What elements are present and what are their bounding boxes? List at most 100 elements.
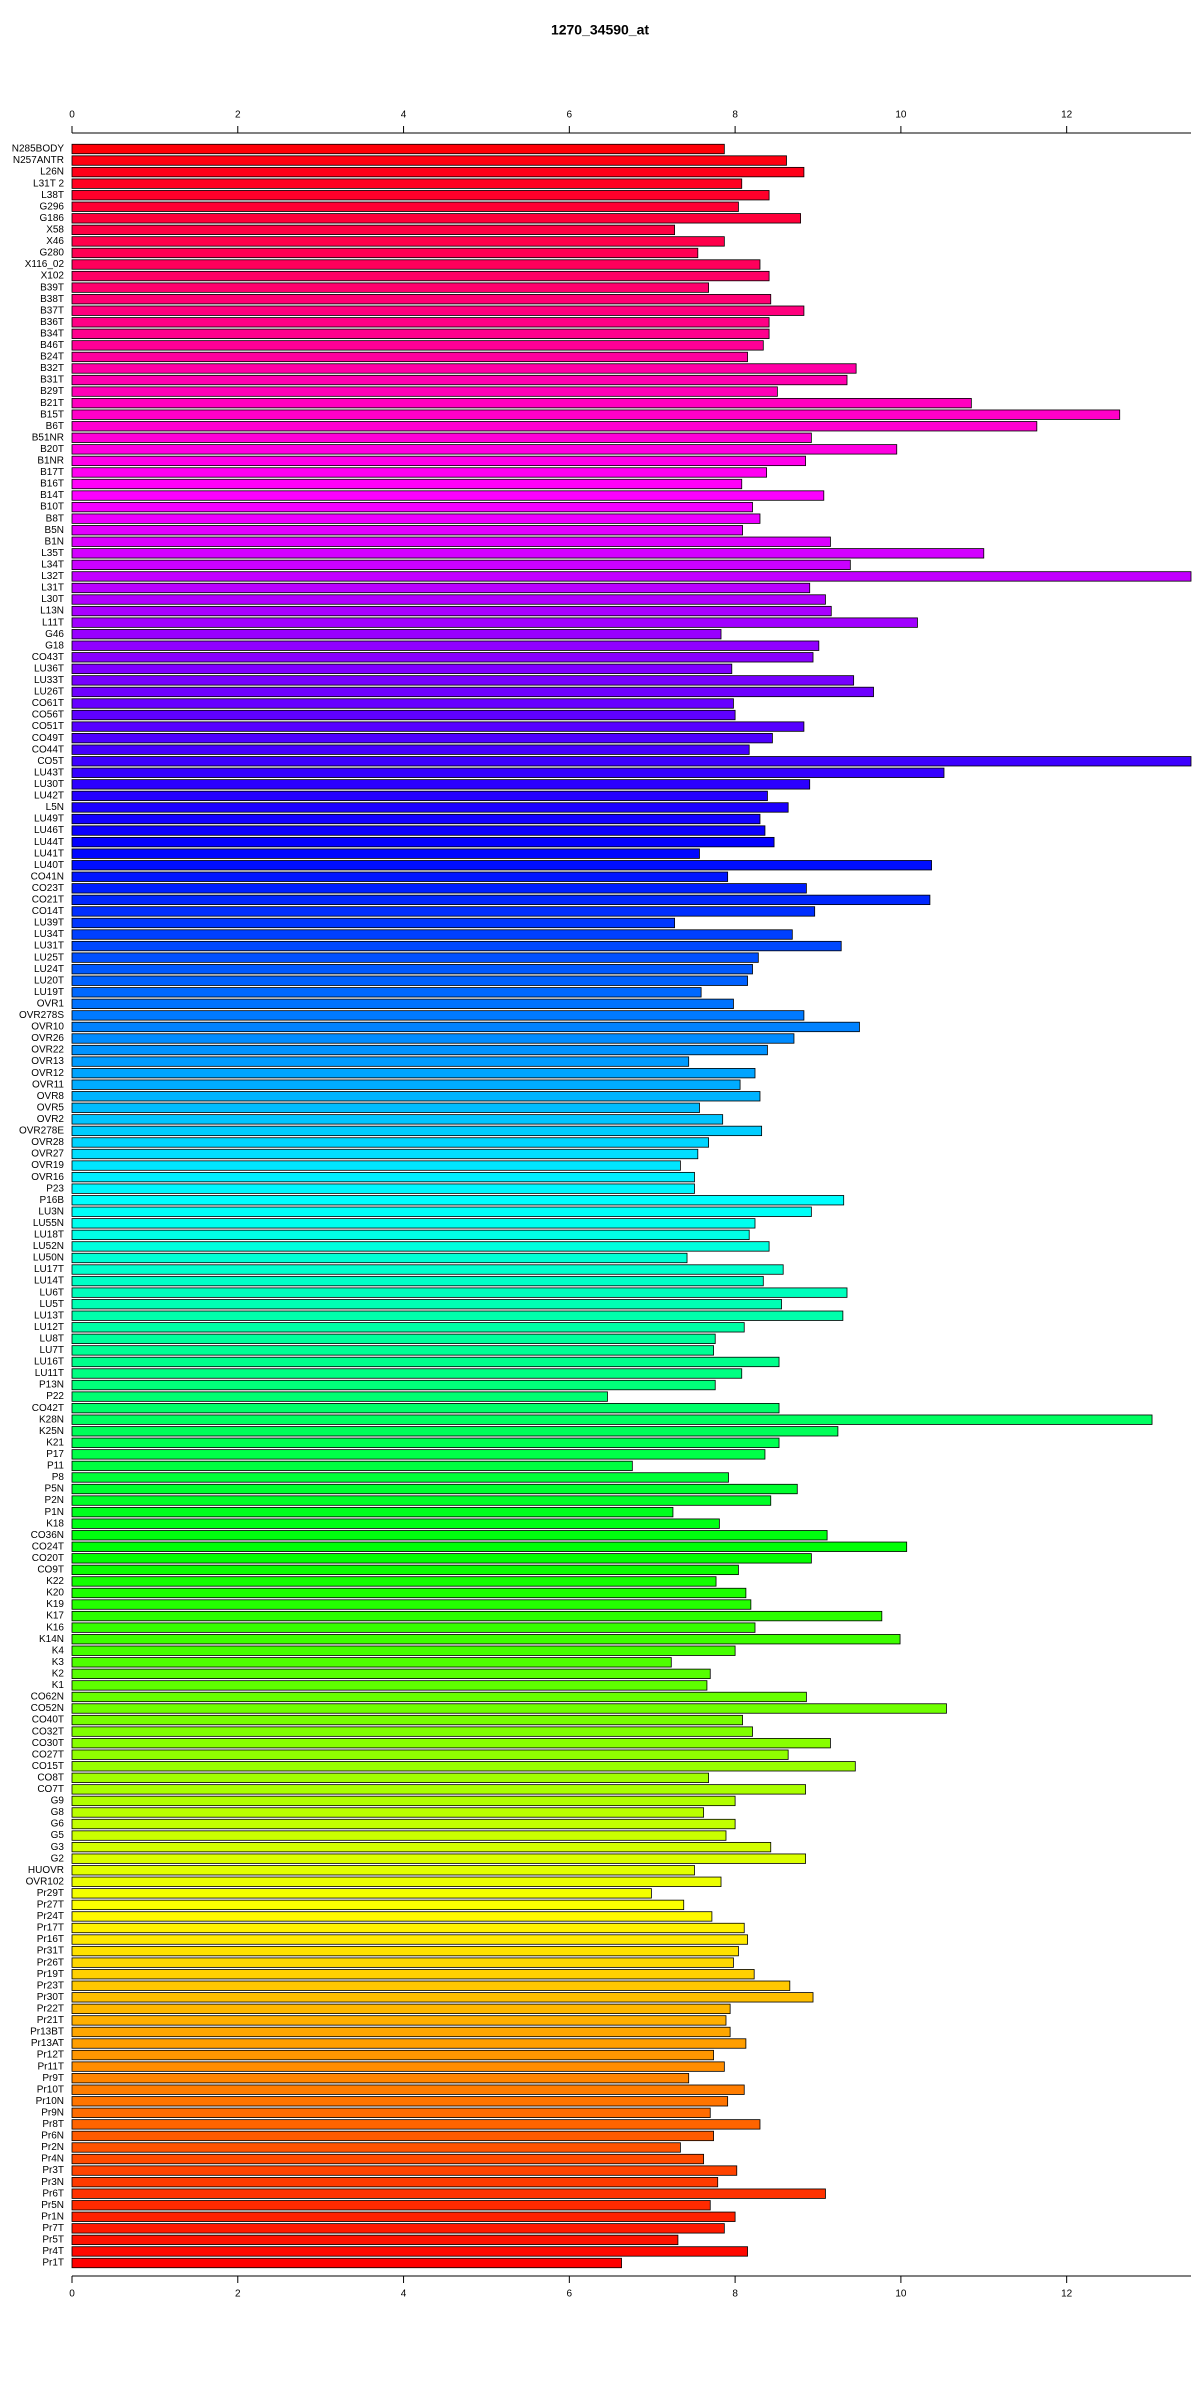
y-tick-label: Pr1N [41, 2211, 64, 2222]
y-tick-label: Pr7T [42, 2223, 64, 2234]
bar [71, 825, 766, 836]
bar [71, 1391, 608, 1402]
y-tick-label: K19 [46, 1599, 64, 1610]
bar [71, 1091, 761, 1102]
y-tick-label: CO9T [37, 1565, 64, 1576]
bar [71, 213, 801, 224]
y-tick-label: Pr26T [37, 1957, 64, 1968]
bar [71, 1183, 695, 1194]
bar [71, 802, 789, 813]
y-tick-label: Pr3N [41, 2177, 64, 2188]
y-tick-label: G9 [51, 1796, 65, 1807]
y-tick-label: K4 [52, 1645, 65, 1656]
y-tick-label: K3 [52, 1657, 65, 1668]
y-tick-label: LU24T [34, 964, 64, 975]
bar [71, 744, 750, 755]
bar [71, 1472, 729, 1483]
bar [71, 2165, 738, 2176]
y-tick-label: CO20T [32, 1553, 64, 1564]
y-tick-label: K28N [39, 1414, 64, 1425]
y-tick-label: G18 [45, 640, 64, 651]
y-tick-label: Pr10T [37, 2084, 64, 2095]
y-tick-label: Pr6N [41, 2131, 64, 2142]
y-tick-label: L30T [41, 594, 64, 605]
bar [71, 1079, 741, 1090]
y-tick-label: B46T [40, 340, 64, 351]
bar [71, 2177, 719, 2188]
y-tick-label: K14N [39, 1634, 64, 1645]
bar [71, 2084, 745, 2095]
y-tick-label: X58 [46, 225, 64, 236]
y-tick-label: P16B [40, 1195, 65, 1206]
y-tick-label: K21 [46, 1437, 64, 1448]
bar [71, 1275, 764, 1287]
bar [71, 756, 1192, 767]
y-tick-label: CO5T [37, 756, 64, 767]
y-tick-label: K16 [46, 1622, 64, 1633]
y-tick-label: Pr9T [42, 2073, 64, 2084]
bar [71, 282, 709, 293]
bar [71, 155, 787, 166]
bar [71, 1403, 780, 1414]
y-tick-label: B10T [40, 502, 64, 513]
bar [71, 1171, 695, 1183]
bar [71, 317, 770, 328]
bar [71, 374, 848, 386]
y-tick-label: OVR22 [31, 1045, 64, 1056]
bar [71, 1368, 743, 1379]
y-tick-label: CO52N [31, 1703, 64, 1714]
bar [71, 1310, 844, 1321]
y-tick-label: LU30T [34, 779, 64, 790]
bar [71, 1969, 755, 1980]
y-tick-label: OVR16 [31, 1172, 64, 1183]
y-tick-label: LU8T [40, 1333, 64, 1344]
y-tick-label: CO61T [32, 698, 64, 709]
y-tick-label: G5 [51, 1830, 65, 1841]
bar [71, 2026, 731, 2038]
y-tick-label: CO41N [31, 871, 64, 882]
bar [71, 1784, 806, 1795]
y-tick-label: P22 [46, 1391, 64, 1402]
y-tick-label: B29T [40, 386, 64, 397]
bar [71, 1541, 908, 1552]
x-tick-label: 12 [1061, 110, 1073, 121]
bar [71, 975, 748, 986]
y-tick-label: L11T [42, 617, 64, 628]
y-tick-label: Pr31T [37, 1946, 64, 1957]
y-tick-label: B51NR [32, 432, 64, 443]
y-tick-label: X102 [41, 271, 65, 282]
y-tick-label: K18 [46, 1518, 64, 1529]
bar [71, 1379, 716, 1391]
bar [71, 1299, 782, 1310]
y-tick-label: P2N [45, 1495, 64, 1506]
y-tick-label: G46 [45, 629, 64, 640]
y-tick-label: CO21T [32, 895, 64, 906]
bar [71, 1437, 780, 1448]
y-tick-label: L26N [40, 167, 64, 178]
bar [71, 1992, 814, 2003]
y-tick-label: LU20T [34, 975, 64, 986]
bar [71, 1576, 717, 1587]
y-tick-label: N285BODY [12, 144, 65, 155]
y-tick-label: B1NR [37, 456, 64, 467]
bar [71, 513, 761, 524]
bar [71, 906, 816, 917]
bar [71, 536, 831, 547]
y-tick-label: LU17T [34, 1264, 64, 1275]
bar [71, 467, 768, 478]
bar [71, 987, 702, 998]
bar [71, 848, 700, 859]
bar [71, 860, 932, 871]
y-tick-label: B1N [45, 536, 64, 547]
bar [71, 629, 722, 640]
y-tick-label: LU52N [33, 1241, 64, 1252]
y-tick-label: LU5T [40, 1299, 64, 1310]
y-tick-label: LU13T [34, 1310, 64, 1321]
bar [71, 305, 805, 316]
y-tick-label: LU7T [40, 1345, 64, 1356]
y-tick-label: X116_02 [25, 259, 65, 270]
y-tick-label: HUOVR [28, 1865, 64, 1876]
bar [71, 571, 1192, 582]
bar [71, 190, 770, 201]
y-tick-label: LU41T [34, 848, 64, 859]
